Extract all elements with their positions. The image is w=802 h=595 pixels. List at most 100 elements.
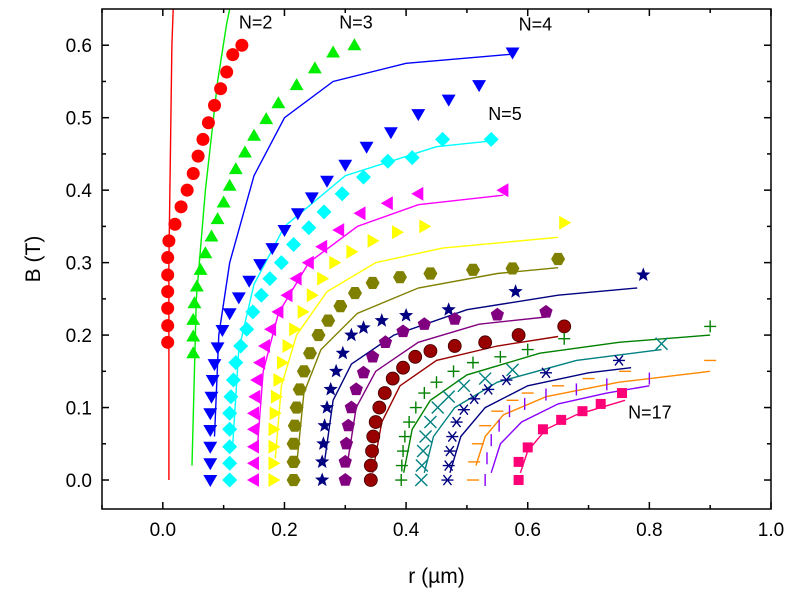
data-point: [320, 175, 334, 188]
data-point: [203, 441, 218, 454]
series-points: [338, 304, 553, 486]
data-point: [380, 153, 396, 169]
data-point: [344, 400, 358, 414]
data-point: [395, 474, 408, 487]
data-point: [558, 332, 571, 345]
data-point: [522, 442, 533, 453]
data-point: [280, 288, 293, 303]
data-point: [483, 131, 499, 147]
data-point: [250, 373, 263, 387]
data-point: [411, 186, 424, 201]
data-point: [174, 200, 188, 214]
data-point: [347, 38, 362, 51]
y-tick-label: 0.1: [66, 399, 92, 420]
annotation-label: N=5: [488, 104, 522, 124]
series-points: [441, 355, 625, 486]
series-points: [247, 183, 509, 487]
data-point: [478, 335, 493, 350]
data-point: [286, 437, 301, 450]
data-point: [508, 284, 523, 298]
data-point: [253, 355, 266, 370]
data-point: [264, 322, 277, 337]
data-point: [161, 285, 175, 299]
data-point: [367, 234, 380, 248]
data-point: [616, 388, 627, 399]
data-point: [204, 229, 219, 242]
data-point: [222, 405, 238, 421]
data-point: [356, 169, 371, 185]
axis-ticks: 0.0 0.2 0.4 0.6 0.8 1.0 0.0 0.1 0.2 0.3 0.4 0.5 0.6: [66, 9, 784, 541]
data-point: [316, 436, 331, 450]
data-point: [161, 301, 175, 315]
data-point: [191, 149, 205, 163]
data-point: [307, 61, 322, 74]
x-tick-label: 0.2: [271, 520, 297, 541]
data-point: [655, 337, 669, 351]
data-point: [247, 422, 259, 437]
data-point: [577, 406, 588, 417]
data-point: [450, 416, 463, 428]
data-point: [161, 251, 175, 265]
data-point: [521, 343, 534, 356]
data-point: [235, 38, 249, 52]
data-point: [323, 381, 338, 396]
fit-curve: [423, 348, 662, 473]
y-tick-label: 0.6: [66, 36, 92, 57]
data-point: [296, 365, 311, 378]
data-point: [344, 327, 359, 342]
data-point: [306, 288, 319, 303]
data-point: [247, 406, 259, 421]
data-point: [286, 455, 301, 468]
series-points: [186, 38, 362, 359]
data-point: [359, 141, 374, 154]
data-point: [247, 456, 259, 471]
data-point: [242, 275, 257, 288]
data-point: [404, 150, 420, 166]
data-point: [187, 296, 202, 309]
data-point: [223, 389, 239, 405]
data-point: [377, 386, 392, 400]
data-point: [210, 342, 225, 355]
data-point: [513, 456, 524, 467]
data-point: [334, 186, 350, 202]
data-point: [353, 206, 366, 221]
data-point: [399, 308, 414, 322]
annotation-label: N=3: [339, 13, 373, 33]
y-tick-label: 0.4: [66, 181, 93, 202]
data-point: [441, 94, 456, 107]
data-point: [338, 159, 353, 172]
data-point: [162, 234, 176, 248]
data-point: [539, 304, 553, 318]
data-point: [447, 365, 460, 378]
data-point: [409, 401, 422, 414]
data-point: [289, 322, 302, 337]
data-point: [292, 383, 307, 396]
data-point: [349, 382, 363, 396]
data-point: [496, 183, 509, 198]
data-point: [329, 255, 342, 270]
data-point: [556, 414, 567, 425]
data-point: [315, 454, 330, 468]
data-point: [612, 355, 625, 366]
data-point: [208, 98, 222, 112]
data-point: [161, 268, 175, 282]
data-point: [268, 439, 281, 454]
data-point: [268, 456, 281, 471]
data-point: [262, 271, 278, 287]
fit-curve: [449, 367, 632, 474]
data-point: [282, 339, 295, 353]
x-tick-label: 0.0: [150, 520, 176, 541]
data-point: [333, 300, 348, 313]
data-point: [395, 459, 408, 472]
data-point: [207, 359, 222, 372]
data-point: [380, 196, 393, 211]
data-point: [441, 302, 456, 316]
data-point: [265, 243, 280, 256]
data-point: [415, 459, 429, 473]
series-points: [161, 38, 249, 349]
data-point: [277, 225, 292, 237]
y-tick-label: 0.0: [66, 471, 92, 492]
data-point: [419, 219, 432, 234]
data-point: [161, 319, 175, 333]
